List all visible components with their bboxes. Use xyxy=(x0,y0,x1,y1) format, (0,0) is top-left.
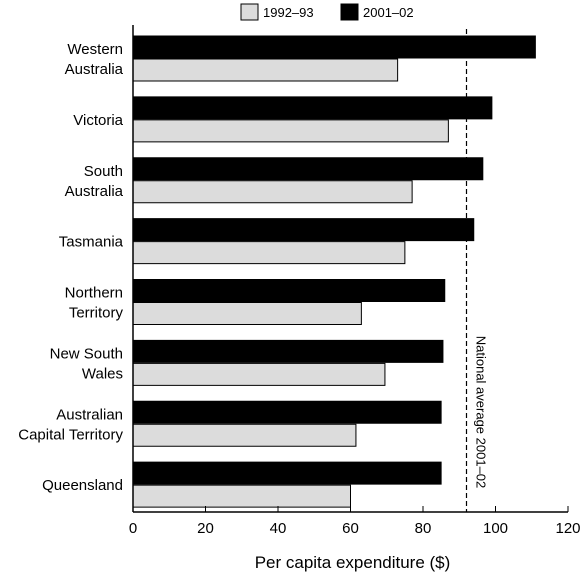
bar-1992-93-3 xyxy=(132,241,406,265)
category-label-2: South Australia xyxy=(65,163,124,200)
category-label-1: Victoria xyxy=(73,112,123,129)
category-label-line: Australia xyxy=(65,61,124,78)
legend-swatch-0 xyxy=(240,3,259,21)
category-label-line: Victoria xyxy=(73,112,123,129)
bar-2001-02-1 xyxy=(132,96,493,120)
reference-line-group: National average 2001–02 xyxy=(465,29,489,512)
category-label-line: Queensland xyxy=(42,477,123,494)
category-label-7: Queensland xyxy=(42,477,123,494)
legend: 1992–93 2001–02 xyxy=(240,3,414,21)
bar-2001-02-6 xyxy=(132,400,442,424)
bar-1992-93-6 xyxy=(132,423,357,447)
category-label-4: Northern Territory xyxy=(65,285,124,322)
category-label-line: Western xyxy=(67,41,123,58)
category-label-line: Australia xyxy=(65,183,124,200)
bar-1992-93-4 xyxy=(132,302,362,325)
x-tick-label: 40 xyxy=(270,520,287,537)
category-label-3: Tasmania xyxy=(59,234,124,251)
category-label-0: Western Australia xyxy=(65,41,124,78)
category-label-6: Australian Capital Territory xyxy=(18,406,123,443)
x-tick-label: 120 xyxy=(555,520,580,537)
national-average-label: National average 2001–02 xyxy=(474,336,489,489)
bar-2001-02-3 xyxy=(132,218,475,242)
bar-2001-02-0 xyxy=(132,35,536,59)
x-tick-label: 20 xyxy=(197,520,214,537)
bar-1992-93-1 xyxy=(132,119,449,143)
category-label-line: Northern xyxy=(65,285,123,302)
category-label-line: Capital Territory xyxy=(18,426,123,443)
category-label-line: Territory xyxy=(69,305,124,322)
category-label-line: Australian xyxy=(56,406,123,423)
bar-2001-02-7 xyxy=(132,461,442,485)
category-label-line: New South xyxy=(50,345,123,362)
bar-1992-93-0 xyxy=(132,58,399,82)
bar-2001-02-4 xyxy=(132,279,446,302)
x-tick-label: 60 xyxy=(342,520,359,537)
x-tick-label: 80 xyxy=(415,520,432,537)
x-tick-label: 0 xyxy=(129,520,137,537)
bar-1992-93-5 xyxy=(132,362,386,386)
bar-2001-02-5 xyxy=(132,339,444,363)
legend-label-0: 1992–93 xyxy=(263,5,314,20)
category-label-5: New South Wales xyxy=(50,345,123,382)
category-label-line: Tasmania xyxy=(59,234,124,251)
x-axis-title: Per capita expenditure ($) xyxy=(255,553,451,572)
legend-swatch-1 xyxy=(340,3,359,21)
bar-2001-02-2 xyxy=(132,157,484,181)
bar-1992-93-2 xyxy=(132,180,413,204)
category-label-line: Wales xyxy=(82,365,123,382)
category-labels: Western Australia Victoria South Australia Ta… xyxy=(18,41,123,494)
axes: 0 20 40 60 80 100 120 xyxy=(129,25,580,537)
bar-1992-93-7 xyxy=(132,484,351,508)
category-label-line: South xyxy=(84,163,123,180)
legend-label-1: 2001–02 xyxy=(363,5,414,20)
x-tick-label: 100 xyxy=(483,520,508,537)
